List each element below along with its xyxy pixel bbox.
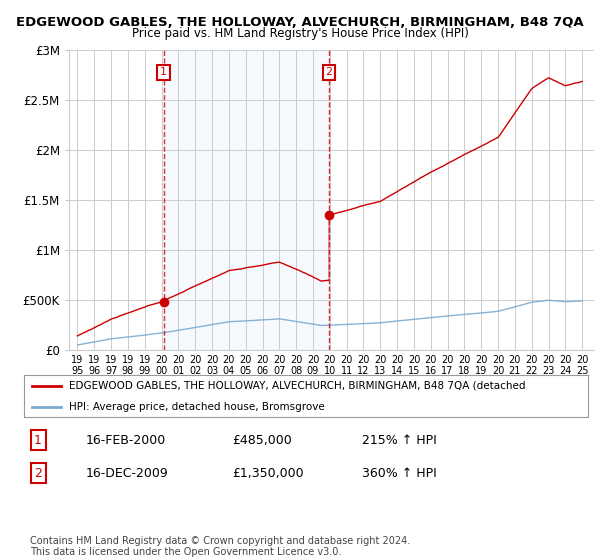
Text: 360% ↑ HPI: 360% ↑ HPI — [362, 466, 437, 480]
Text: 16-FEB-2000: 16-FEB-2000 — [86, 433, 166, 447]
Text: 1: 1 — [34, 433, 42, 447]
Text: £1,350,000: £1,350,000 — [233, 466, 304, 480]
Text: HPI: Average price, detached house, Bromsgrove: HPI: Average price, detached house, Brom… — [69, 402, 325, 412]
Text: Price paid vs. HM Land Registry's House Price Index (HPI): Price paid vs. HM Land Registry's House … — [131, 27, 469, 40]
Text: EDGEWOOD GABLES, THE HOLLOWAY, ALVECHURCH, BIRMINGHAM, B48 7QA: EDGEWOOD GABLES, THE HOLLOWAY, ALVECHURC… — [16, 16, 584, 29]
Text: 215% ↑ HPI: 215% ↑ HPI — [362, 433, 437, 447]
Bar — [164, 50, 329, 350]
Text: Contains HM Land Registry data © Crown copyright and database right 2024.
This d: Contains HM Land Registry data © Crown c… — [30, 535, 410, 557]
Text: 2: 2 — [325, 67, 332, 77]
Text: 16-DEC-2009: 16-DEC-2009 — [86, 466, 169, 480]
Text: 1: 1 — [160, 67, 167, 77]
Text: 2: 2 — [34, 466, 42, 480]
Text: EDGEWOOD GABLES, THE HOLLOWAY, ALVECHURCH, BIRMINGHAM, B48 7QA (detached: EDGEWOOD GABLES, THE HOLLOWAY, ALVECHURC… — [69, 381, 526, 391]
Text: £485,000: £485,000 — [233, 433, 292, 447]
